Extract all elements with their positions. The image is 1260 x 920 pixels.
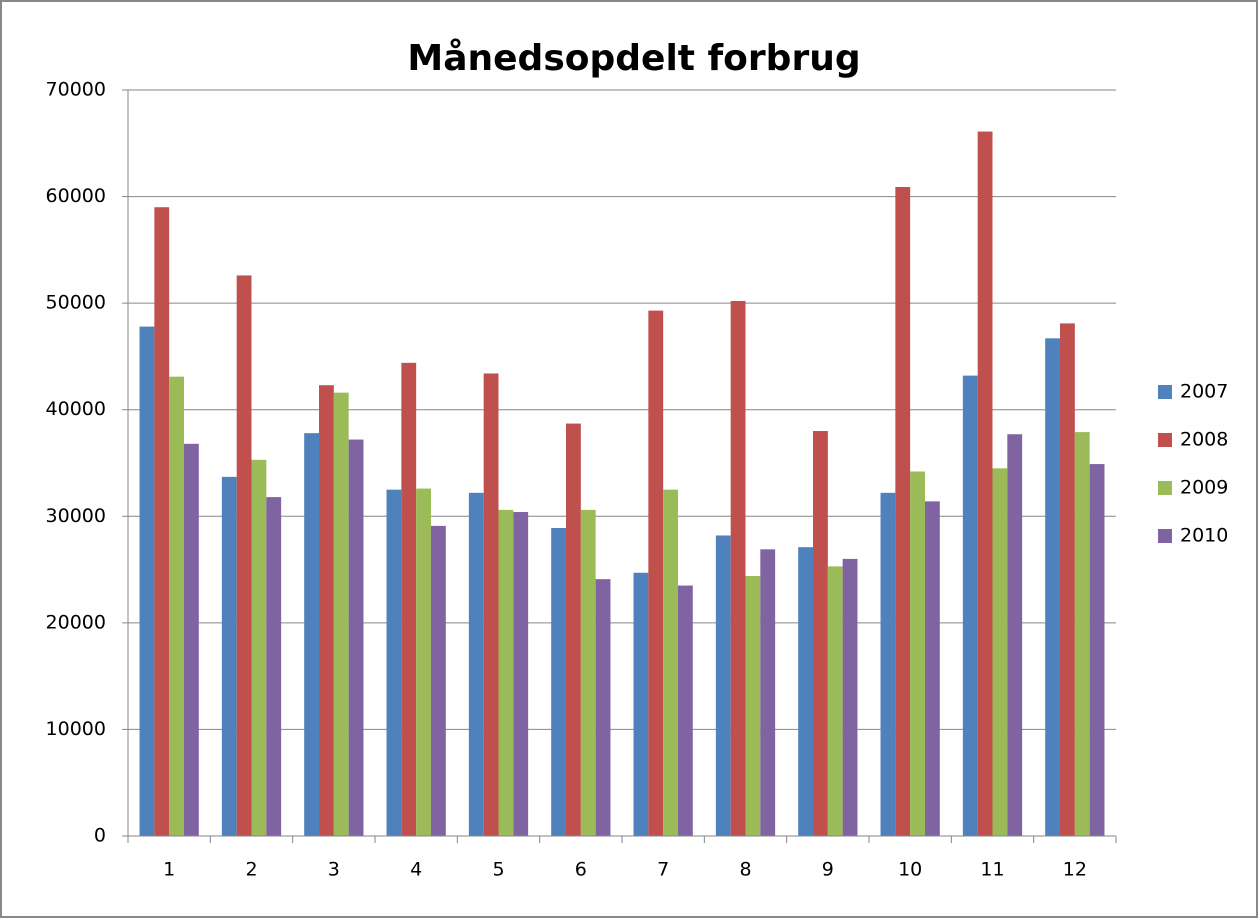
x-tick-label: 3 xyxy=(328,859,340,881)
bar xyxy=(498,509,514,836)
bar xyxy=(798,547,814,836)
bar xyxy=(633,572,649,836)
bar xyxy=(760,549,776,836)
y-tick-label: 0 xyxy=(94,825,106,847)
bar xyxy=(483,373,499,836)
y-tick-label: 50000 xyxy=(46,292,106,314)
bar xyxy=(1007,434,1023,836)
y-tick-label: 20000 xyxy=(46,611,106,633)
bar xyxy=(566,423,581,836)
x-tick-label: 12 xyxy=(1063,859,1087,881)
bar xyxy=(430,525,446,836)
x-tick-label: 11 xyxy=(980,859,1004,881)
bar xyxy=(580,509,596,836)
legend-label: 2010 xyxy=(1180,525,1228,547)
bar xyxy=(513,512,529,836)
x-tick-label: 1 xyxy=(163,859,175,881)
bar xyxy=(169,376,184,836)
x-tick-label: 5 xyxy=(492,859,504,881)
legend-swatch xyxy=(1158,529,1172,543)
bar xyxy=(924,501,940,836)
bar xyxy=(595,579,611,836)
bar xyxy=(1074,432,1090,836)
x-tick-label: 8 xyxy=(739,859,751,881)
bar xyxy=(236,275,252,836)
bar xyxy=(251,459,267,836)
bar xyxy=(551,528,567,836)
bar xyxy=(648,310,664,836)
bar xyxy=(1089,464,1105,836)
y-tick-label: 70000 xyxy=(46,79,106,101)
y-tick-label: 60000 xyxy=(46,185,106,207)
bar xyxy=(319,385,334,836)
bar xyxy=(677,585,693,836)
bar xyxy=(977,131,993,836)
y-tick-label: 10000 xyxy=(46,718,106,740)
bar xyxy=(1060,323,1075,836)
bar xyxy=(842,558,858,836)
bar xyxy=(895,186,911,837)
bar xyxy=(827,566,843,836)
y-tick-label: 40000 xyxy=(46,398,106,420)
bar xyxy=(348,439,364,836)
x-tick-label: 6 xyxy=(575,859,587,881)
bar xyxy=(304,433,320,836)
bar xyxy=(154,207,170,836)
x-tick-label: 2 xyxy=(245,859,257,881)
bar xyxy=(416,488,431,836)
bar xyxy=(715,535,731,836)
bar xyxy=(730,301,746,836)
bar xyxy=(663,489,678,836)
legend-swatch xyxy=(1158,433,1172,447)
bar xyxy=(266,497,282,836)
bar xyxy=(992,468,1008,836)
legend-label: 2009 xyxy=(1180,477,1228,499)
legend-swatch xyxy=(1158,481,1172,495)
y-tick-label: 30000 xyxy=(46,505,106,527)
bar xyxy=(401,362,417,836)
bar xyxy=(468,492,484,836)
bar xyxy=(962,375,978,836)
bar xyxy=(813,431,828,836)
bar xyxy=(1045,338,1061,836)
chart-title: Månedsopdelt forbrug xyxy=(407,38,860,79)
legend-swatch xyxy=(1158,385,1172,399)
bar xyxy=(386,489,402,836)
x-tick-label: 4 xyxy=(410,859,422,881)
bar xyxy=(910,471,925,836)
x-tick-label: 9 xyxy=(822,859,834,881)
legend-label: 2008 xyxy=(1180,429,1228,451)
bar xyxy=(139,326,155,836)
x-tick-label: 10 xyxy=(898,859,922,881)
bar xyxy=(333,392,349,836)
bar xyxy=(880,492,896,836)
bar xyxy=(221,476,237,836)
x-tick-label: 7 xyxy=(657,859,669,881)
legend-label: 2007 xyxy=(1180,381,1228,403)
bar xyxy=(183,443,199,836)
bar xyxy=(745,575,761,836)
